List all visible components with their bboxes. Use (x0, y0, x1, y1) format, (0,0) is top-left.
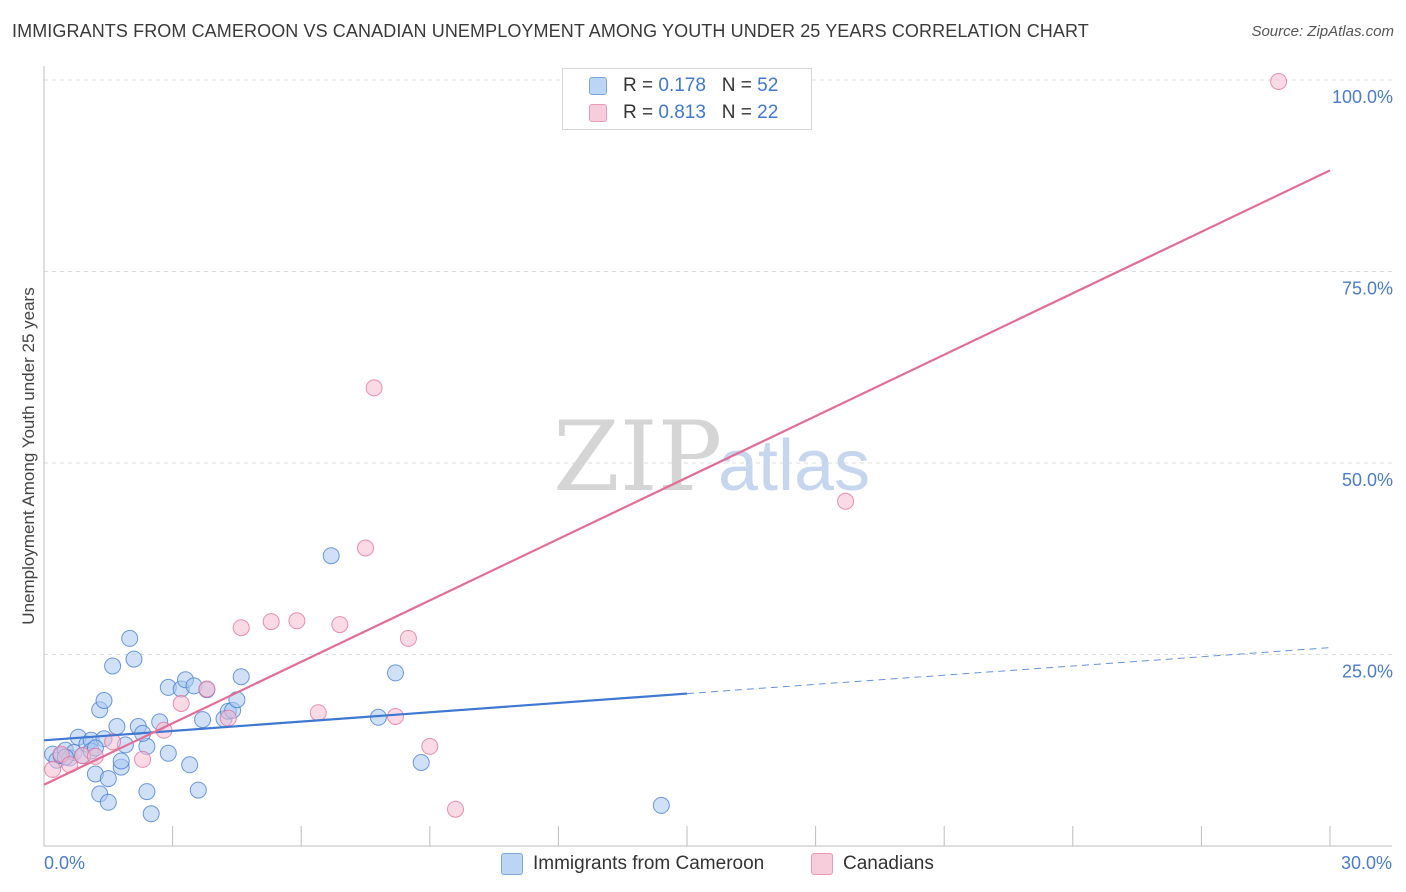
point-cameroon (387, 664, 404, 682)
point-canadians (837, 492, 855, 510)
grid (43, 79, 1392, 846)
point-cameroon (95, 692, 113, 709)
point-cameroon (181, 756, 199, 774)
trend-lines (43, 169, 1331, 786)
point-cameroon (652, 796, 670, 814)
point-cameroon (99, 770, 117, 788)
point-canadians (447, 800, 464, 818)
point-canadians (365, 379, 383, 397)
point-cameroon (125, 650, 143, 668)
legend-r-value: 0.813 (658, 102, 706, 123)
point-cameroon (121, 629, 139, 647)
source-label: Source: ZipAtlas.com (1251, 23, 1394, 40)
point-canadians (232, 619, 250, 637)
point-canadians (219, 709, 237, 727)
point-cameroon (194, 711, 212, 729)
point-canadians (421, 737, 439, 755)
bottom-legend-label-cameroon: Immigrants from Cameroon (533, 853, 765, 874)
data-points (44, 73, 1288, 823)
point-canadians (387, 708, 404, 725)
legend-n-value: 52 (757, 75, 779, 96)
point-cameroon (322, 547, 340, 565)
point-cameroon (112, 752, 130, 770)
y-tick-label: 25.0% (1342, 662, 1393, 682)
y-axis-label: Unemployment Among Youth under 25 years (19, 287, 38, 624)
legend-n-label: N = (721, 102, 758, 123)
y-tick-label: 100.0% (1332, 87, 1393, 107)
trend-line-cameroon (43, 692, 688, 742)
legend-n-label: N = (721, 75, 758, 96)
point-cameroon (159, 744, 177, 762)
point-canadians (198, 680, 216, 698)
legend-n-value: 22 (757, 102, 779, 123)
y-tick-label: 75.0% (1342, 279, 1393, 299)
point-canadians (399, 629, 417, 647)
axes (43, 66, 1392, 847)
legend-r-value: 0.178 (658, 75, 706, 96)
correlation-legend: R = 0.178 N = 52 R = 0.813 N = 22 (562, 68, 812, 130)
point-canadians (331, 616, 349, 634)
point-canadians (262, 613, 280, 631)
legend-text-cameroon: R = 0.178 N = 52 (623, 75, 778, 97)
chart-title: IMMIGRANTS FROM CAMEROON VS CANADIAN UNE… (12, 21, 1089, 41)
x-tick-label-min: 0.0% (44, 853, 85, 873)
x-tick-label-max: 30.0% (1341, 853, 1392, 873)
point-cameroon (99, 793, 117, 811)
legend-swatch-blue (589, 77, 607, 95)
legend-text-canadians: R = 0.813 N = 22 (623, 102, 778, 124)
trend-line-canadians (43, 169, 1331, 786)
y-tick-label: 50.0% (1342, 470, 1393, 490)
bottom-legend-swatch-pink (811, 853, 833, 875)
x-tick-labels: 0.0% 30.0% (44, 853, 1392, 873)
point-canadians (172, 695, 190, 712)
legend-r-label: R = (623, 102, 659, 123)
point-canadians (104, 733, 122, 751)
point-cameroon (108, 718, 126, 735)
watermark-zip: ZIP (553, 401, 722, 513)
bottom-legend-label-canadians: Canadians (843, 853, 934, 874)
legend-swatch-pink (589, 104, 607, 122)
watermark-atlas: atlas (718, 426, 870, 506)
point-canadians (44, 760, 62, 778)
point-cameroon (412, 754, 430, 771)
y-tick-labels: 25.0% 50.0% 75.0% 100.0% (1332, 87, 1393, 682)
point-cameroon (142, 805, 160, 823)
point-cameroon (138, 783, 156, 801)
point-cameroon (104, 657, 122, 675)
point-canadians (1270, 73, 1288, 90)
point-canadians (357, 539, 374, 557)
point-canadians (288, 612, 306, 630)
watermark: ZIP atlas (553, 401, 870, 513)
point-canadians (134, 750, 152, 768)
point-cameroon (189, 781, 207, 799)
bottom-legend-swatch-blue (501, 853, 523, 875)
legend-r-label: R = (623, 75, 659, 96)
point-canadians (309, 704, 327, 722)
point-cameroon (232, 668, 250, 686)
